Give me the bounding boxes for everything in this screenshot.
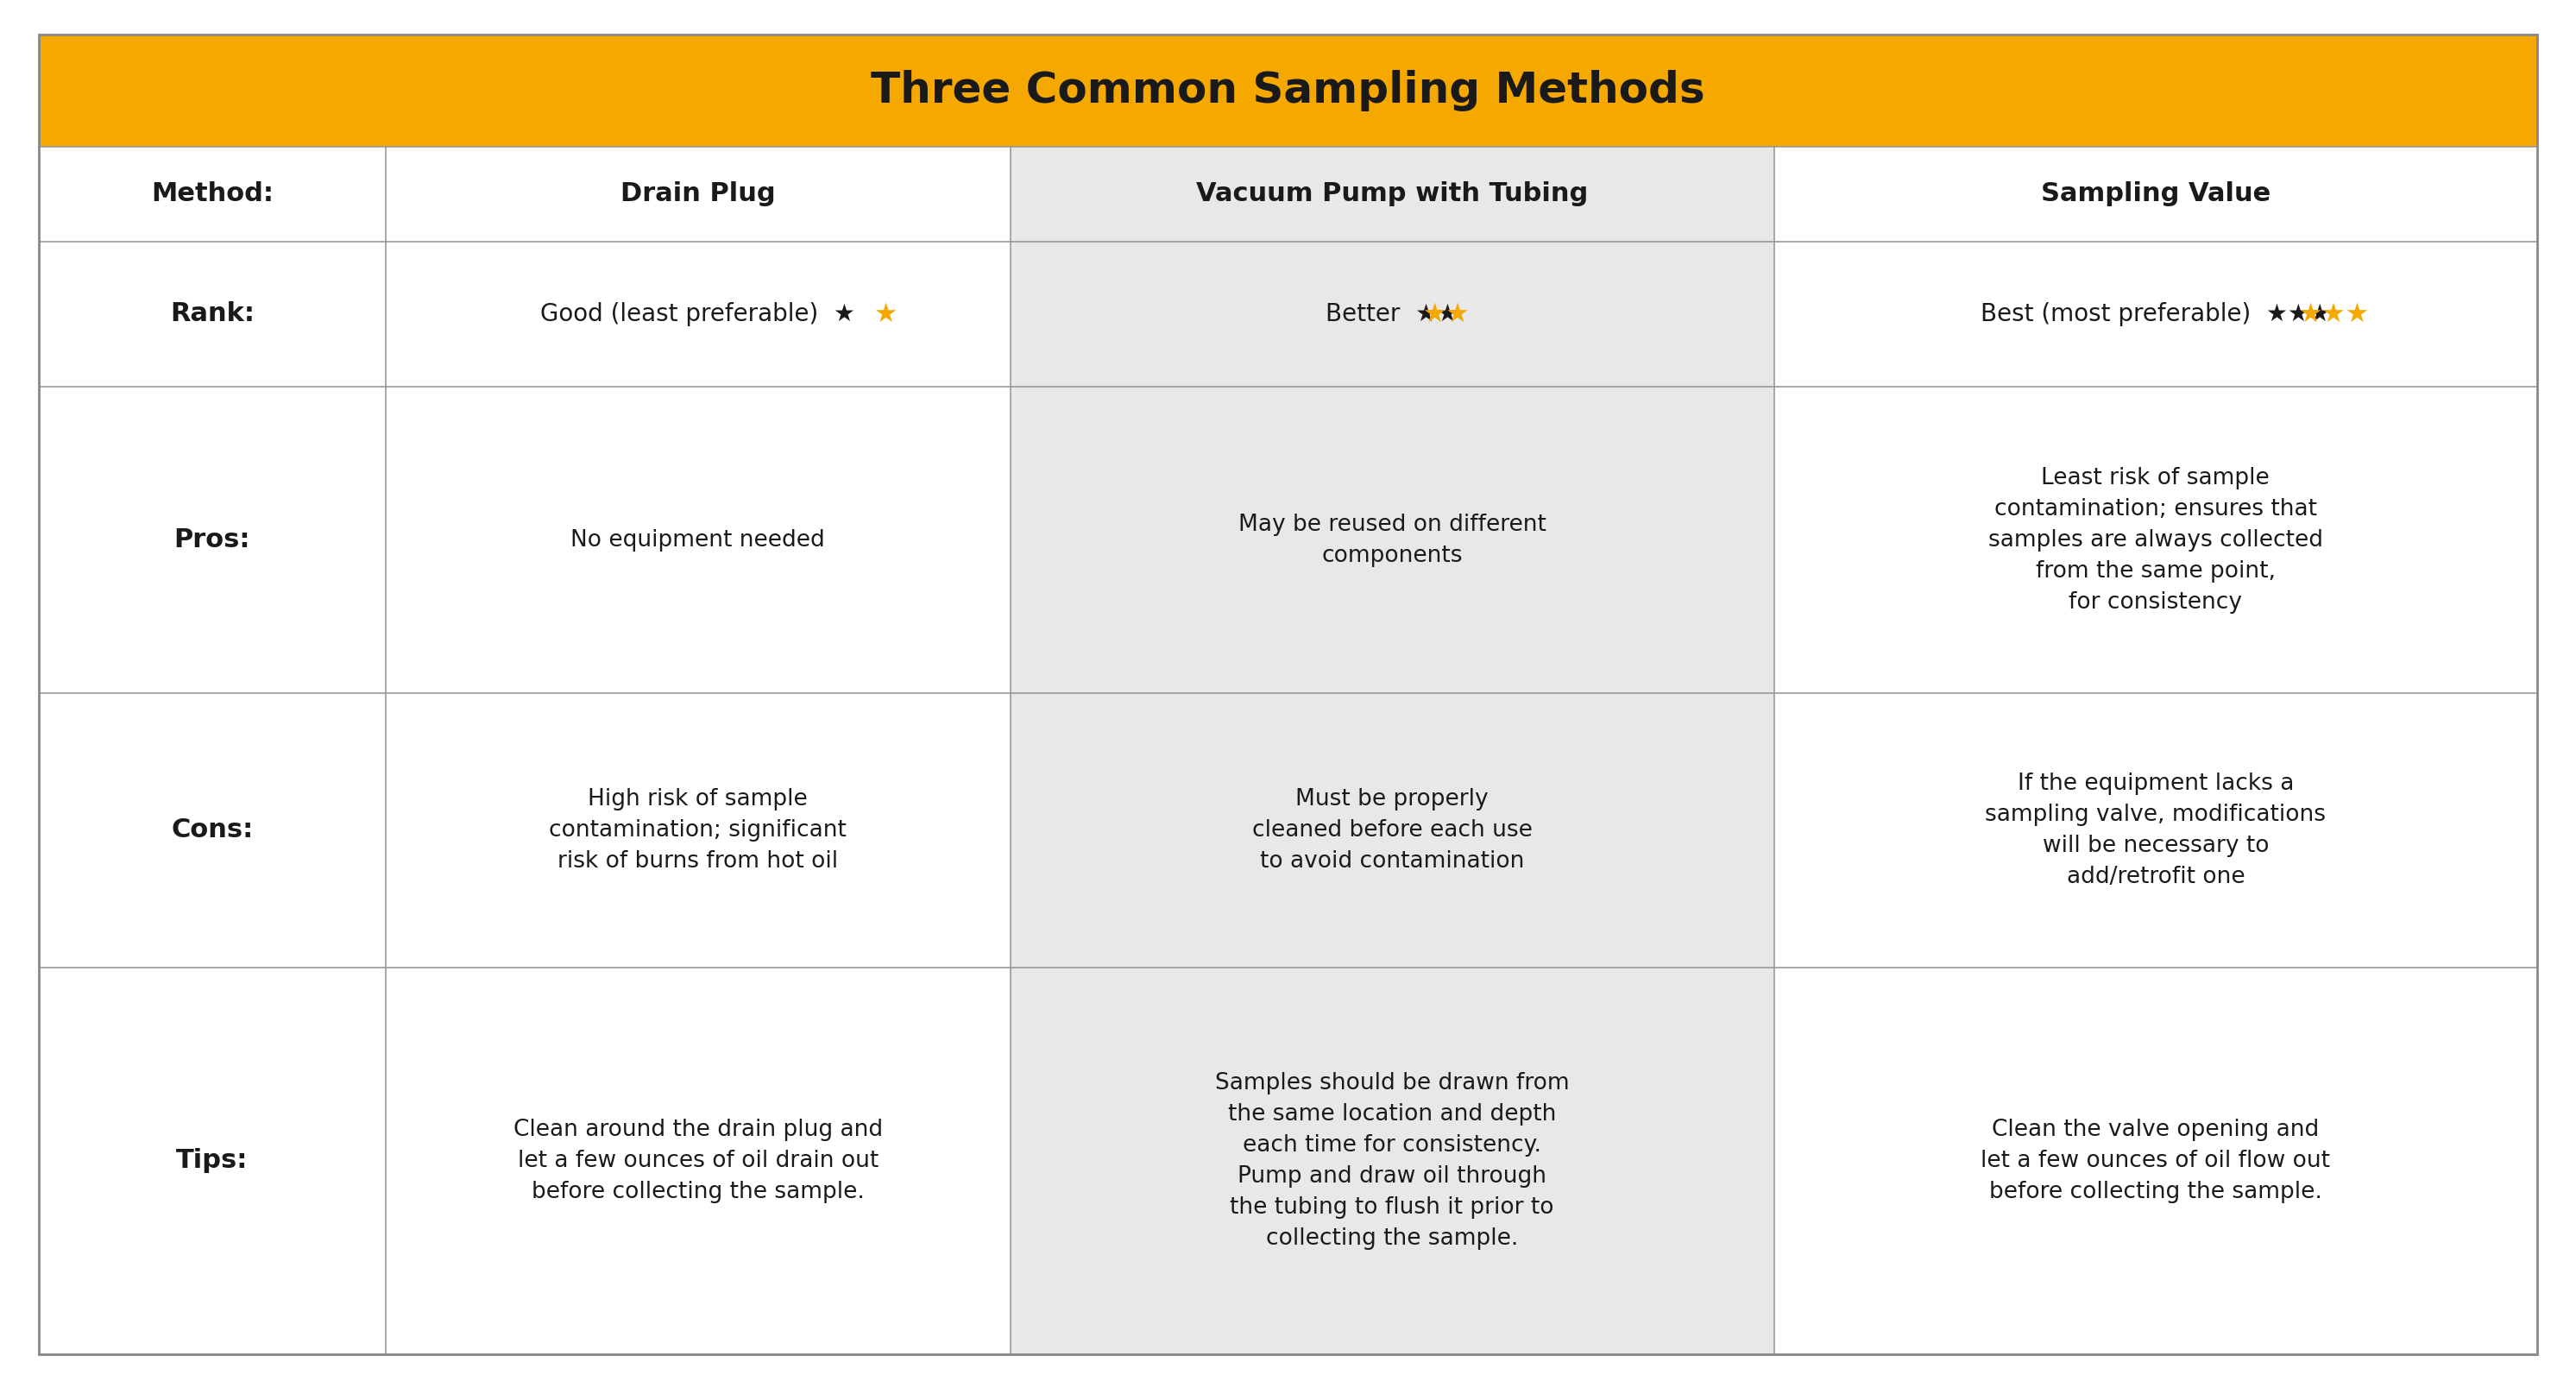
Text: Rank:: Rank: bbox=[170, 301, 255, 327]
Text: Clean around the drain plug and
let a few ounces of oil drain out
before collect: Clean around the drain plug and let a fe… bbox=[513, 1118, 884, 1203]
Text: ★: ★ bbox=[873, 301, 896, 327]
Text: Samples should be drawn from
the same location and depth
each time for consisten: Samples should be drawn from the same lo… bbox=[1216, 1072, 1569, 1250]
Text: If the equipment lacks a
sampling valve, modifications
will be necessary to
add/: If the equipment lacks a sampling valve,… bbox=[1986, 773, 2326, 888]
Text: Better  ★★: Better ★★ bbox=[1327, 302, 1458, 326]
Text: No equipment needed: No equipment needed bbox=[572, 529, 824, 551]
Text: Clean the valve opening and
let a few ounces of oil flow out
before collecting t: Clean the valve opening and let a few ou… bbox=[1981, 1118, 2331, 1203]
Text: Drain Plug: Drain Plug bbox=[621, 182, 775, 206]
Bar bbox=[1010, 242, 1775, 1354]
Text: Must be properly
cleaned before each use
to avoid contamination: Must be properly cleaned before each use… bbox=[1252, 788, 1533, 873]
Bar bbox=[1010, 147, 1775, 242]
Text: Three Common Sampling Methods: Three Common Sampling Methods bbox=[871, 70, 1705, 111]
Bar bbox=[39, 34, 2537, 147]
Text: Cons:: Cons: bbox=[170, 818, 252, 843]
Text: Tips:: Tips: bbox=[175, 1148, 247, 1173]
Text: Best (most preferable)  ★★★: Best (most preferable) ★★★ bbox=[1981, 302, 2331, 326]
Text: ★★: ★★ bbox=[1422, 301, 1471, 327]
Text: Vacuum Pump with Tubing: Vacuum Pump with Tubing bbox=[1195, 182, 1589, 206]
Text: Pros:: Pros: bbox=[175, 528, 250, 553]
Text: ★★★: ★★★ bbox=[2298, 301, 2370, 327]
Text: High risk of sample
contamination; significant
risk of burns from hot oil: High risk of sample contamination; signi… bbox=[549, 788, 848, 873]
Text: May be reused on different
components: May be reused on different components bbox=[1239, 513, 1546, 566]
Text: Least risk of sample
contamination; ensures that
samples are always collected
fr: Least risk of sample contamination; ensu… bbox=[1989, 466, 2324, 613]
Text: Sampling Value: Sampling Value bbox=[2040, 182, 2269, 206]
Text: Good (least preferable)  ★: Good (least preferable) ★ bbox=[541, 302, 855, 326]
Text: Method:: Method: bbox=[152, 182, 273, 206]
